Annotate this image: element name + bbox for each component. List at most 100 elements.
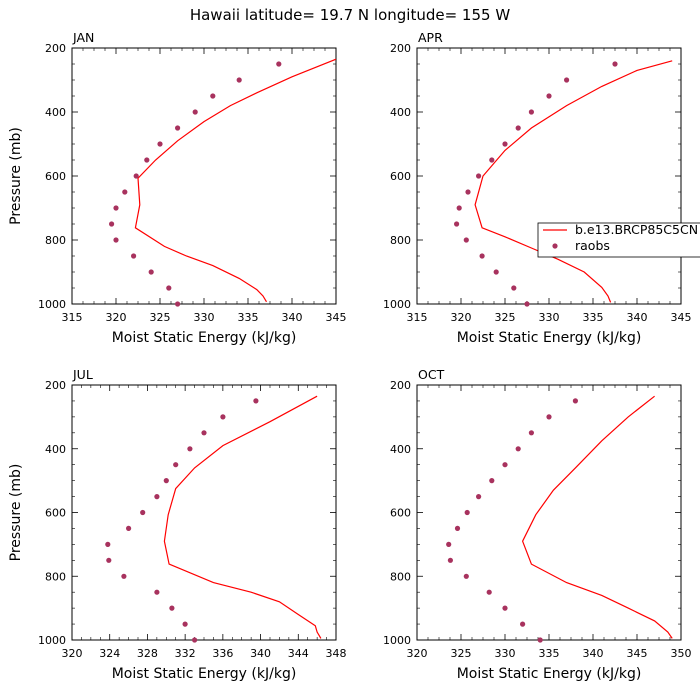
x-tick-label: 336 bbox=[212, 647, 233, 660]
legend-box bbox=[537, 222, 700, 258]
plot-frame bbox=[71, 47, 337, 305]
figure-title: Hawaii latitude= 19.7 N longitude= 155 W bbox=[190, 6, 510, 24]
data-point-raobs bbox=[493, 269, 499, 275]
data-point-raobs bbox=[515, 446, 521, 452]
y-axis-label: Pressure (mb) bbox=[8, 127, 24, 225]
x-axis-label: Moist Static Energy (kJ/kg) bbox=[112, 330, 297, 346]
y-tick-label: 200 bbox=[390, 42, 411, 55]
data-point-raobs bbox=[454, 221, 460, 227]
y-tick-label: 1000 bbox=[383, 634, 411, 647]
x-tick-label: 320 bbox=[62, 647, 83, 660]
data-point-raobs bbox=[175, 125, 181, 131]
data-point-raobs bbox=[105, 541, 111, 548]
series-line-model bbox=[134, 58, 336, 303]
x-tick-label: 340 bbox=[282, 311, 303, 324]
plot-frame bbox=[416, 384, 682, 641]
legend-line-label: b.e13.BRCP85C5CN bbox=[575, 222, 698, 237]
data-point-raobs bbox=[192, 637, 198, 643]
x-tick-label: 330 bbox=[194, 311, 215, 324]
data-point-raobs bbox=[201, 430, 207, 436]
x-tick-label: 340 bbox=[627, 311, 648, 324]
x-tick-label: 320 bbox=[451, 311, 472, 324]
data-point-raobs bbox=[463, 573, 469, 579]
x-tick-label: 332 bbox=[175, 647, 196, 660]
y-tick-label: 1000 bbox=[38, 298, 66, 311]
x-tick-label: 344 bbox=[288, 647, 309, 660]
x-tick-label: 325 bbox=[451, 647, 472, 660]
x-tick-label: 320 bbox=[106, 311, 127, 324]
panel-label: JAN bbox=[72, 30, 94, 45]
x-tick-label: 340 bbox=[250, 647, 271, 660]
x-tick-label: 340 bbox=[583, 647, 604, 660]
x-axis-label: Moist Static Energy (kJ/kg) bbox=[457, 666, 642, 682]
legend-dot-swatch bbox=[552, 243, 558, 249]
y-tick-label: 800 bbox=[45, 234, 66, 247]
y-tick-label: 800 bbox=[390, 234, 411, 247]
data-point-raobs bbox=[486, 589, 492, 595]
x-tick-label: 325 bbox=[495, 311, 516, 324]
data-point-raobs bbox=[276, 61, 282, 67]
data-point-raobs bbox=[511, 285, 517, 291]
x-tick-label: 345 bbox=[671, 311, 692, 324]
data-point-raobs bbox=[537, 637, 543, 643]
x-tick-label: 335 bbox=[238, 311, 259, 324]
data-point-raobs bbox=[154, 589, 160, 595]
data-point-raobs bbox=[175, 301, 181, 307]
panel-oct: 320 325 330 335 340 345 350 200 400 600 800 1000 OCT… bbox=[383, 367, 692, 682]
data-point-raobs bbox=[454, 525, 461, 532]
y-tick-label: 800 bbox=[390, 570, 411, 583]
data-point-raobs bbox=[122, 189, 128, 195]
data-point-raobs bbox=[126, 525, 132, 532]
data-point-raobs bbox=[476, 494, 482, 500]
x-tick-label: 315 bbox=[407, 311, 428, 324]
data-point-raobs bbox=[154, 494, 160, 500]
panel-label: JUL bbox=[72, 367, 93, 382]
data-point-raobs bbox=[140, 509, 146, 516]
y-tick-label: 400 bbox=[45, 106, 66, 119]
x-tick-label: 348 bbox=[326, 647, 347, 660]
x-tick-label: 315 bbox=[62, 311, 83, 324]
data-point-raobs bbox=[464, 509, 470, 516]
y-tick-label: 1000 bbox=[38, 634, 66, 647]
y-tick-label: 200 bbox=[45, 379, 66, 392]
data-point-raobs bbox=[192, 109, 198, 115]
data-point-raobs bbox=[502, 605, 508, 611]
data-point-raobs bbox=[113, 237, 119, 243]
x-tick-label: 350 bbox=[671, 647, 692, 660]
x-axis-label: Moist Static Energy (kJ/kg) bbox=[457, 330, 642, 346]
data-point-raobs bbox=[121, 573, 127, 579]
x-tick-label: 345 bbox=[326, 311, 347, 324]
plot-frame bbox=[71, 384, 337, 641]
y-tick-label: 1000 bbox=[383, 298, 411, 311]
y-tick-label: 600 bbox=[45, 170, 66, 183]
x-tick-label: 328 bbox=[137, 647, 158, 660]
y-tick-label: 600 bbox=[390, 170, 411, 183]
y-tick-label: 800 bbox=[45, 570, 66, 583]
data-point-raobs bbox=[148, 269, 154, 275]
y-tick-label: 400 bbox=[45, 443, 66, 456]
data-point-raobs bbox=[447, 557, 453, 563]
data-point-raobs bbox=[476, 173, 482, 179]
data-point-raobs bbox=[220, 414, 226, 420]
data-point-raobs bbox=[564, 77, 570, 83]
data-point-raobs bbox=[163, 478, 169, 484]
y-axis-label: Pressure (mb) bbox=[8, 464, 24, 562]
data-point-raobs bbox=[572, 398, 579, 404]
panel-jan: 315 320 325 330 335 340 345 200 400 600 800 1000 JAN… bbox=[8, 30, 347, 346]
data-point-raobs bbox=[173, 462, 179, 468]
data-point-raobs bbox=[489, 478, 495, 484]
data-point-raobs bbox=[144, 157, 150, 163]
plot-frame bbox=[416, 47, 682, 305]
data-point-raobs bbox=[479, 253, 485, 259]
legend-dot-label: raobs bbox=[575, 238, 610, 253]
data-point-raobs bbox=[524, 301, 530, 307]
series-line-model bbox=[521, 395, 673, 639]
data-point-raobs bbox=[210, 93, 216, 99]
data-point-raobs bbox=[520, 621, 526, 627]
series-line-model bbox=[163, 395, 322, 639]
panel-label: OCT bbox=[418, 367, 445, 382]
data-point-raobs bbox=[465, 189, 471, 195]
x-tick-label: 324 bbox=[99, 647, 120, 660]
x-tick-label: 335 bbox=[539, 647, 560, 660]
panel-label: APR bbox=[418, 30, 443, 45]
